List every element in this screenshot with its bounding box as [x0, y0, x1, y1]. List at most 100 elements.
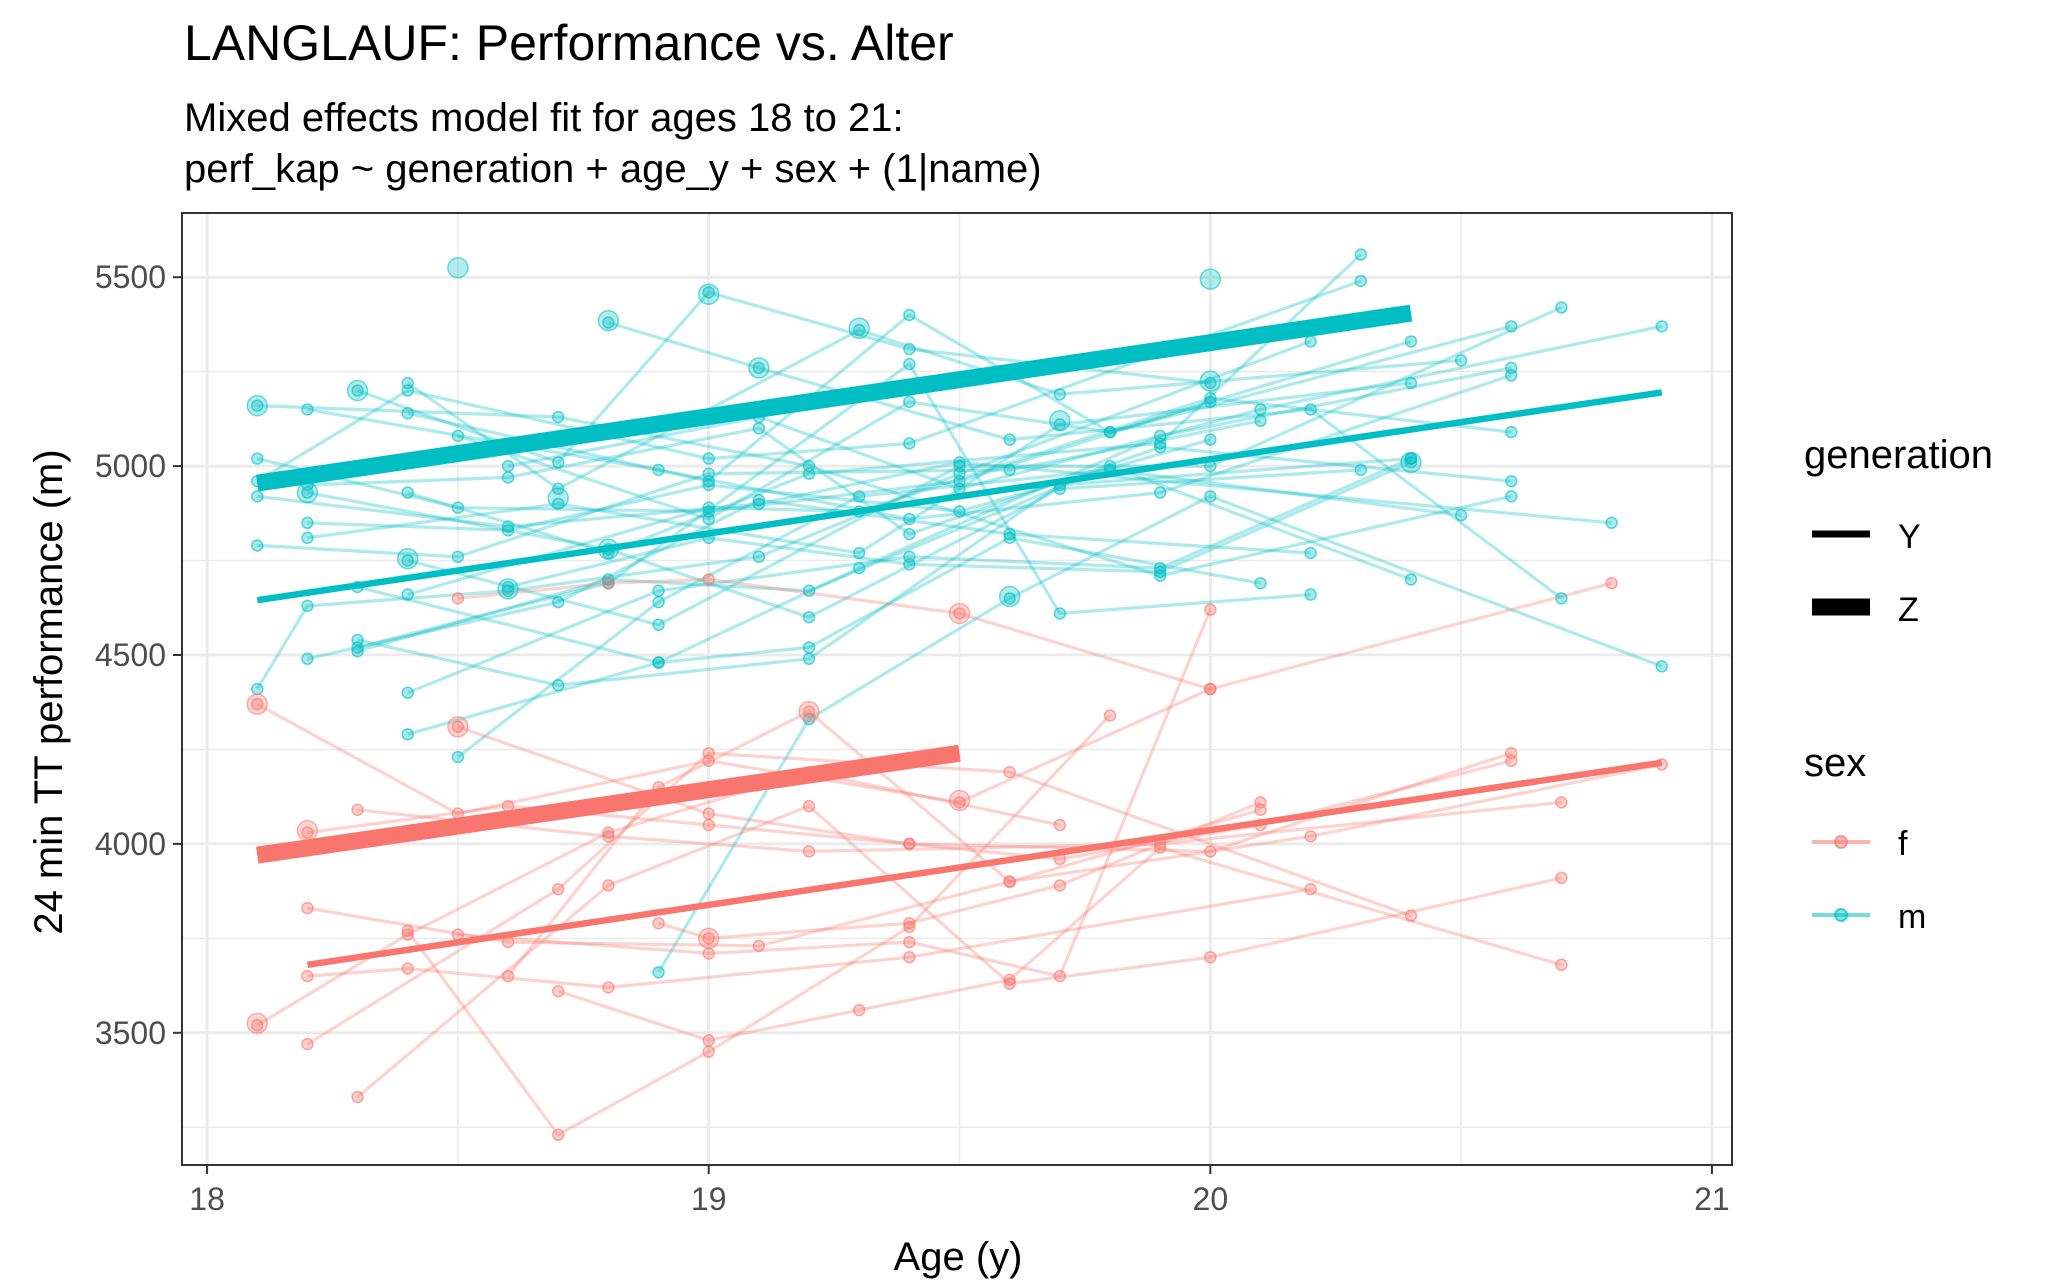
data-point-f	[1003, 977, 1016, 990]
data-point-large-m	[748, 357, 770, 379]
data-point-m	[953, 456, 966, 469]
data-point-f	[1555, 796, 1568, 809]
x-axis-title: Age (y)	[894, 1235, 1023, 1279]
data-point-large-m	[1199, 268, 1222, 290]
data-point-m	[852, 561, 866, 575]
data-point-f	[401, 924, 414, 938]
data-point-m	[1454, 508, 1468, 522]
series-line-m	[407, 536, 1261, 736]
data-point-f	[301, 826, 314, 839]
data-point-large-f	[246, 1012, 268, 1035]
data-point-m	[1404, 335, 1418, 348]
data-point-f	[1053, 879, 1067, 892]
data-point-f	[1204, 845, 1217, 858]
legend-title-sex: sex	[1804, 741, 1866, 785]
legend: generation Y Z sex f m	[1804, 433, 1993, 936]
data-point-large-m	[1199, 370, 1222, 392]
data-point-f	[250, 1018, 264, 1032]
data-point-m	[1153, 486, 1167, 499]
data-lines-layer	[255, 253, 1663, 1137]
data-point-large-m	[296, 481, 319, 504]
data-point-large-f	[697, 927, 720, 950]
data-point-m	[1204, 376, 1217, 390]
series-line-m	[507, 460, 1412, 589]
data-point-f	[602, 830, 615, 843]
data-point-large-m	[697, 283, 720, 305]
data-point-f	[1555, 871, 1568, 885]
data-point-f	[1153, 841, 1167, 854]
series-line-m	[357, 464, 1412, 653]
data-point-m	[652, 584, 665, 598]
data-point-large-m	[447, 257, 469, 279]
data-point-f	[702, 818, 715, 832]
series-line-m	[307, 498, 1311, 661]
data-point-m	[1304, 588, 1317, 601]
data-point-m	[602, 573, 615, 586]
data-point-large-m	[246, 394, 268, 417]
data-point-m	[1505, 490, 1518, 503]
data-point-m	[501, 524, 515, 537]
data-point-m	[852, 546, 866, 560]
data-point-m	[802, 467, 816, 480]
data-point-m	[250, 539, 264, 552]
data-point-f	[802, 845, 816, 858]
data-point-f	[501, 969, 515, 983]
data-point-m	[1254, 414, 1267, 428]
data-point-m	[1304, 335, 1317, 348]
series-line-m	[407, 457, 1412, 695]
data-point-m	[652, 595, 665, 609]
data-point-m	[903, 512, 916, 526]
series-line-f	[307, 751, 1512, 854]
data-point-m	[652, 966, 665, 979]
series-line-m	[407, 253, 1362, 555]
data-point-f	[953, 607, 966, 620]
data-point-m	[1404, 376, 1418, 390]
series-line-m	[357, 366, 1512, 665]
data-point-m	[1153, 561, 1167, 575]
x-axis-tick-label: 20	[1193, 1181, 1229, 1217]
data-point-m	[401, 376, 414, 390]
data-point-m	[1304, 546, 1317, 560]
data-point-m	[451, 501, 465, 514]
series-line-m	[357, 361, 1311, 649]
data-point-m	[702, 512, 715, 526]
data-point-m	[802, 584, 816, 598]
data-point-f	[1204, 682, 1217, 696]
data-point-m	[551, 678, 565, 692]
y-axis-tick-label: 3500	[95, 1015, 166, 1051]
data-point-f	[1605, 576, 1618, 590]
y-axis-tick-label: 5000	[95, 448, 166, 484]
data-point-m	[903, 437, 916, 450]
data-point-f	[451, 928, 465, 941]
plot-panel-border	[181, 212, 1733, 1166]
series-line-m	[255, 339, 1312, 690]
legend-label-generation-z: Z	[1898, 591, 1919, 629]
data-point-f	[1555, 958, 1568, 972]
data-point-f	[1505, 754, 1518, 768]
data-point-m	[301, 652, 314, 666]
data-point-f	[301, 901, 314, 915]
series-line-m	[407, 305, 1563, 627]
data-point-f	[903, 837, 916, 851]
fit-line-f-gen-Z	[256, 744, 961, 864]
data-point-m	[702, 474, 715, 488]
data-point-m	[501, 520, 515, 533]
data-point-m	[301, 599, 314, 613]
data-point-m	[1053, 388, 1067, 401]
data-point-m	[953, 459, 966, 473]
data-point-f	[1103, 709, 1117, 722]
data-point-m	[702, 501, 715, 514]
data-point-m	[702, 478, 715, 492]
data-point-f	[401, 962, 414, 975]
data-point-f	[1404, 909, 1418, 922]
data-point-f	[702, 573, 715, 586]
data-point-m	[301, 403, 314, 416]
data-point-m	[1505, 425, 1518, 439]
series-line-m	[457, 324, 1512, 521]
data-point-m	[903, 395, 916, 409]
data-point-m	[351, 644, 364, 658]
data-point-m	[351, 384, 364, 397]
series-line-f	[307, 887, 1311, 990]
data-point-large-m	[1400, 451, 1422, 474]
